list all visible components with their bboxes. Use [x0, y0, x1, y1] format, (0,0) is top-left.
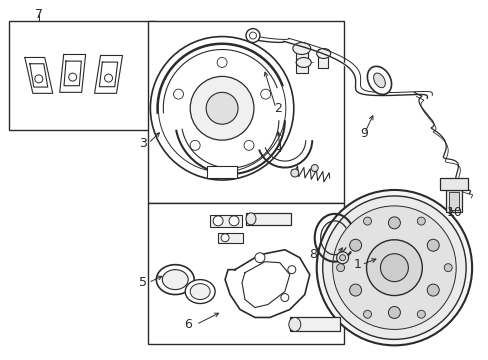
Circle shape — [254, 253, 264, 263]
Circle shape — [336, 252, 348, 264]
Circle shape — [332, 206, 455, 329]
Bar — [9, 21, 156, 130]
Ellipse shape — [162, 270, 188, 289]
Circle shape — [260, 89, 270, 99]
Circle shape — [280, 293, 288, 302]
Bar — [289, 318, 339, 332]
Ellipse shape — [366, 66, 391, 94]
Circle shape — [245, 28, 260, 42]
Bar — [295, 45, 307, 73]
Circle shape — [380, 254, 407, 282]
Circle shape — [287, 266, 295, 274]
Circle shape — [387, 217, 400, 229]
Text: 6: 6 — [184, 318, 192, 331]
Ellipse shape — [245, 213, 255, 225]
Ellipse shape — [296, 58, 310, 67]
Circle shape — [316, 190, 471, 345]
Circle shape — [339, 255, 345, 261]
Text: 9: 9 — [360, 127, 368, 140]
Bar — [446, 190, 461, 212]
Circle shape — [363, 217, 371, 225]
Bar — [210, 215, 242, 227]
Bar — [148, 203, 343, 345]
Ellipse shape — [373, 73, 385, 88]
Ellipse shape — [190, 284, 210, 300]
Circle shape — [228, 216, 239, 226]
Circle shape — [349, 284, 361, 296]
Ellipse shape — [316, 49, 330, 58]
Bar — [317, 49, 327, 68]
Ellipse shape — [292, 42, 310, 54]
Text: 5: 5 — [139, 276, 147, 289]
Text: 3: 3 — [139, 137, 147, 150]
Circle shape — [217, 58, 226, 67]
Circle shape — [322, 196, 465, 339]
Circle shape — [336, 264, 344, 272]
Circle shape — [206, 92, 238, 124]
Circle shape — [221, 234, 228, 242]
Text: 4: 4 — [273, 141, 281, 155]
Bar — [218, 233, 243, 243]
Circle shape — [244, 140, 253, 150]
Circle shape — [427, 239, 438, 251]
Circle shape — [427, 284, 438, 296]
Bar — [245, 213, 290, 225]
Circle shape — [349, 239, 361, 251]
Circle shape — [190, 76, 253, 140]
Circle shape — [190, 140, 200, 150]
Bar — [448, 192, 458, 210]
Circle shape — [387, 306, 400, 319]
Circle shape — [290, 169, 298, 177]
Text: 8: 8 — [308, 248, 316, 261]
Text: 2: 2 — [273, 102, 281, 115]
Circle shape — [310, 165, 318, 171]
Circle shape — [173, 89, 183, 99]
Bar — [148, 21, 343, 203]
Circle shape — [213, 216, 223, 226]
Ellipse shape — [156, 265, 194, 294]
Text: 7: 7 — [35, 8, 43, 21]
Circle shape — [150, 37, 293, 180]
Circle shape — [366, 240, 422, 296]
Circle shape — [363, 310, 371, 318]
Bar — [439, 178, 467, 190]
Text: 1: 1 — [353, 258, 361, 271]
Circle shape — [443, 264, 451, 272]
Circle shape — [416, 217, 425, 225]
Circle shape — [416, 310, 425, 318]
Bar — [207, 166, 237, 178]
Text: 10: 10 — [446, 206, 461, 219]
Ellipse shape — [288, 318, 300, 332]
Ellipse shape — [185, 280, 215, 303]
